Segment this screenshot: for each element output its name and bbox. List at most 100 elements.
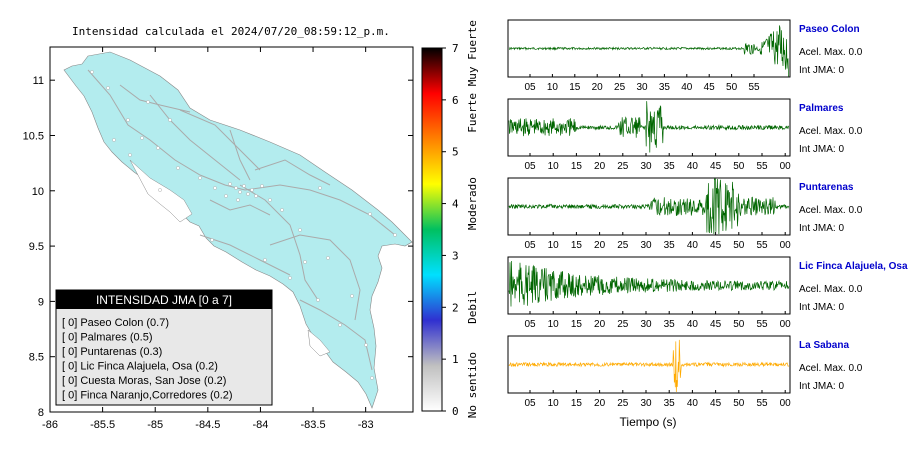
town-marker <box>210 238 214 242</box>
map-frame <box>49 46 414 413</box>
town-marker <box>280 208 284 212</box>
seismogram-tick-label: 20 <box>594 319 606 330</box>
colorbar-label: Moderado <box>466 177 479 230</box>
town-marker <box>316 298 320 302</box>
colorbar-tick-label: 1 <box>452 353 459 366</box>
seismogram-tick-label: 05 <box>524 161 536 172</box>
seismogram-tick-label: 10 <box>548 398 560 409</box>
seismogram-panels: 05 10 15 20 25 30 35 40 45 50 55 05 10 15 20 25 30 35 40 45… <box>507 19 792 409</box>
map-y-axis: 11 10.5 10 9.5 9 8.5 8 <box>23 75 413 419</box>
legend-title: INTENSIDAD JMA [0 a 7] <box>96 293 232 307</box>
colorbar-label: Debil <box>466 291 479 324</box>
seismogram-tick-label: 30 <box>640 319 652 330</box>
town-marker <box>224 194 228 198</box>
dulce-gulf <box>307 329 331 357</box>
seismogram-tick-label: 50 <box>733 319 745 330</box>
town-marker <box>234 186 238 190</box>
seismogram-tick-label: 40 <box>687 398 699 409</box>
town-marker <box>213 186 217 190</box>
seismogram-tick-label: 35 <box>659 82 671 93</box>
seismogram-tick-label: 15 <box>571 398 583 409</box>
seismogram-tick-label: 15 <box>569 82 581 93</box>
legend-item: [ 0] Paseo Colon (0.7) <box>62 317 169 329</box>
seismogram-tick-label: 20 <box>592 82 604 93</box>
colorbar-tick-label: 7 <box>452 42 459 55</box>
town-marker <box>393 233 397 237</box>
seismogram-tick-label: 10 <box>547 82 559 93</box>
road-network <box>87 69 396 371</box>
seismogram-tick-label: 55 <box>756 240 768 251</box>
colorbar-labels: No sentido Debil Moderado Fuerte Muy Fuerte <box>466 20 479 418</box>
colorbar-tick-label: 3 <box>452 249 459 262</box>
town-marker <box>338 323 342 327</box>
town-marker <box>242 184 246 188</box>
seismogram-tick-label: 30 <box>640 161 652 172</box>
seismogram-tick-label: 55 <box>748 82 760 93</box>
seismogram-panel: 05 10 15 20 25 30 35 40 45 50 55 00 <box>507 98 792 172</box>
town-markers <box>90 70 397 380</box>
legend-item: [ 0] Puntarenas (0.3) <box>62 346 162 358</box>
seismogram-tick-label: 10 <box>548 240 560 251</box>
map-x-tick-label: -83 <box>358 419 374 431</box>
road <box>244 184 396 236</box>
town-marker <box>112 138 116 142</box>
seismogram-tick-label: 10 <box>548 161 560 172</box>
map-y-tick-label: 8.5 <box>29 352 44 364</box>
seismogram-trace <box>508 339 790 393</box>
seismogram-tick-label: 25 <box>617 161 629 172</box>
town-marker <box>303 260 307 264</box>
seismogram-tick-label: 00 <box>780 161 792 172</box>
town-marker <box>268 198 272 202</box>
seismogram-trace <box>508 178 790 235</box>
town-marker <box>298 228 302 232</box>
station-name: Puntarenas <box>799 182 854 193</box>
town-marker <box>350 294 354 298</box>
road <box>269 234 361 321</box>
seismogram-tick-label: 30 <box>640 240 652 251</box>
seismogram-tick-label: 10 <box>548 319 560 330</box>
seismogram-tick-label: 30 <box>640 398 652 409</box>
colorbar-label: Fuerte <box>466 93 479 133</box>
station-acel-max: Acel. Max. 0.0 <box>799 126 863 137</box>
colorbar-tick-label: 2 <box>452 301 459 314</box>
road <box>119 84 191 113</box>
seismogram-tick-label: 35 <box>664 319 676 330</box>
map-x-tick-label: -84.5 <box>195 419 220 431</box>
seismogram-panel: 05 10 15 20 25 30 35 40 45 50 55 <box>507 19 791 93</box>
seismogram-tick-label: 20 <box>594 398 606 409</box>
map-x-tick-label: -84 <box>252 419 268 431</box>
town-marker <box>128 153 132 157</box>
seismogram-tick-label: 55 <box>756 319 768 330</box>
seismogram-tick-label: 05 <box>524 82 536 93</box>
legend-item: [ 0] Palmares (0.5) <box>62 332 152 344</box>
map-x-tick-label: -83.5 <box>301 419 326 431</box>
map-title: Intensidad calculada el 2024/07/20_08:59… <box>72 25 390 38</box>
seismogram-tick-label: 15 <box>571 319 583 330</box>
seismogram-tick-label: 20 <box>594 161 606 172</box>
seismogram-xlabel: Tiempo (s) <box>620 415 677 429</box>
seismogram-tick-label: 35 <box>664 161 676 172</box>
seismogram-tick-label: 45 <box>710 398 722 409</box>
town-marker <box>158 188 162 192</box>
road <box>299 299 373 371</box>
map-x-tick-label: -85 <box>147 419 163 431</box>
seismogram-tick-label: 25 <box>614 82 626 93</box>
road <box>87 69 246 191</box>
seismogram-tick-label: 55 <box>756 161 768 172</box>
legend-header <box>56 290 272 309</box>
seismogram-tick-label: 45 <box>710 319 722 330</box>
seismogram-tick-label: 45 <box>710 240 722 251</box>
seismogram-trace <box>508 25 789 77</box>
station-int-jma: Int JMA: 0 <box>799 223 845 234</box>
seismogram-tick-label: 05 <box>524 240 536 251</box>
road <box>199 234 291 276</box>
town-marker <box>263 258 267 262</box>
seismogram-tick-label: 50 <box>733 161 745 172</box>
map-y-tick-label: 9 <box>38 296 44 308</box>
town-marker <box>368 212 372 216</box>
town-marker <box>370 376 374 380</box>
station-name: Lic Finca Alajuela, Osa <box>799 261 908 272</box>
map-x-axis: -86 -85.5 -85 -84.5 -84 -83.5 -83 <box>42 47 374 431</box>
road <box>149 94 241 181</box>
